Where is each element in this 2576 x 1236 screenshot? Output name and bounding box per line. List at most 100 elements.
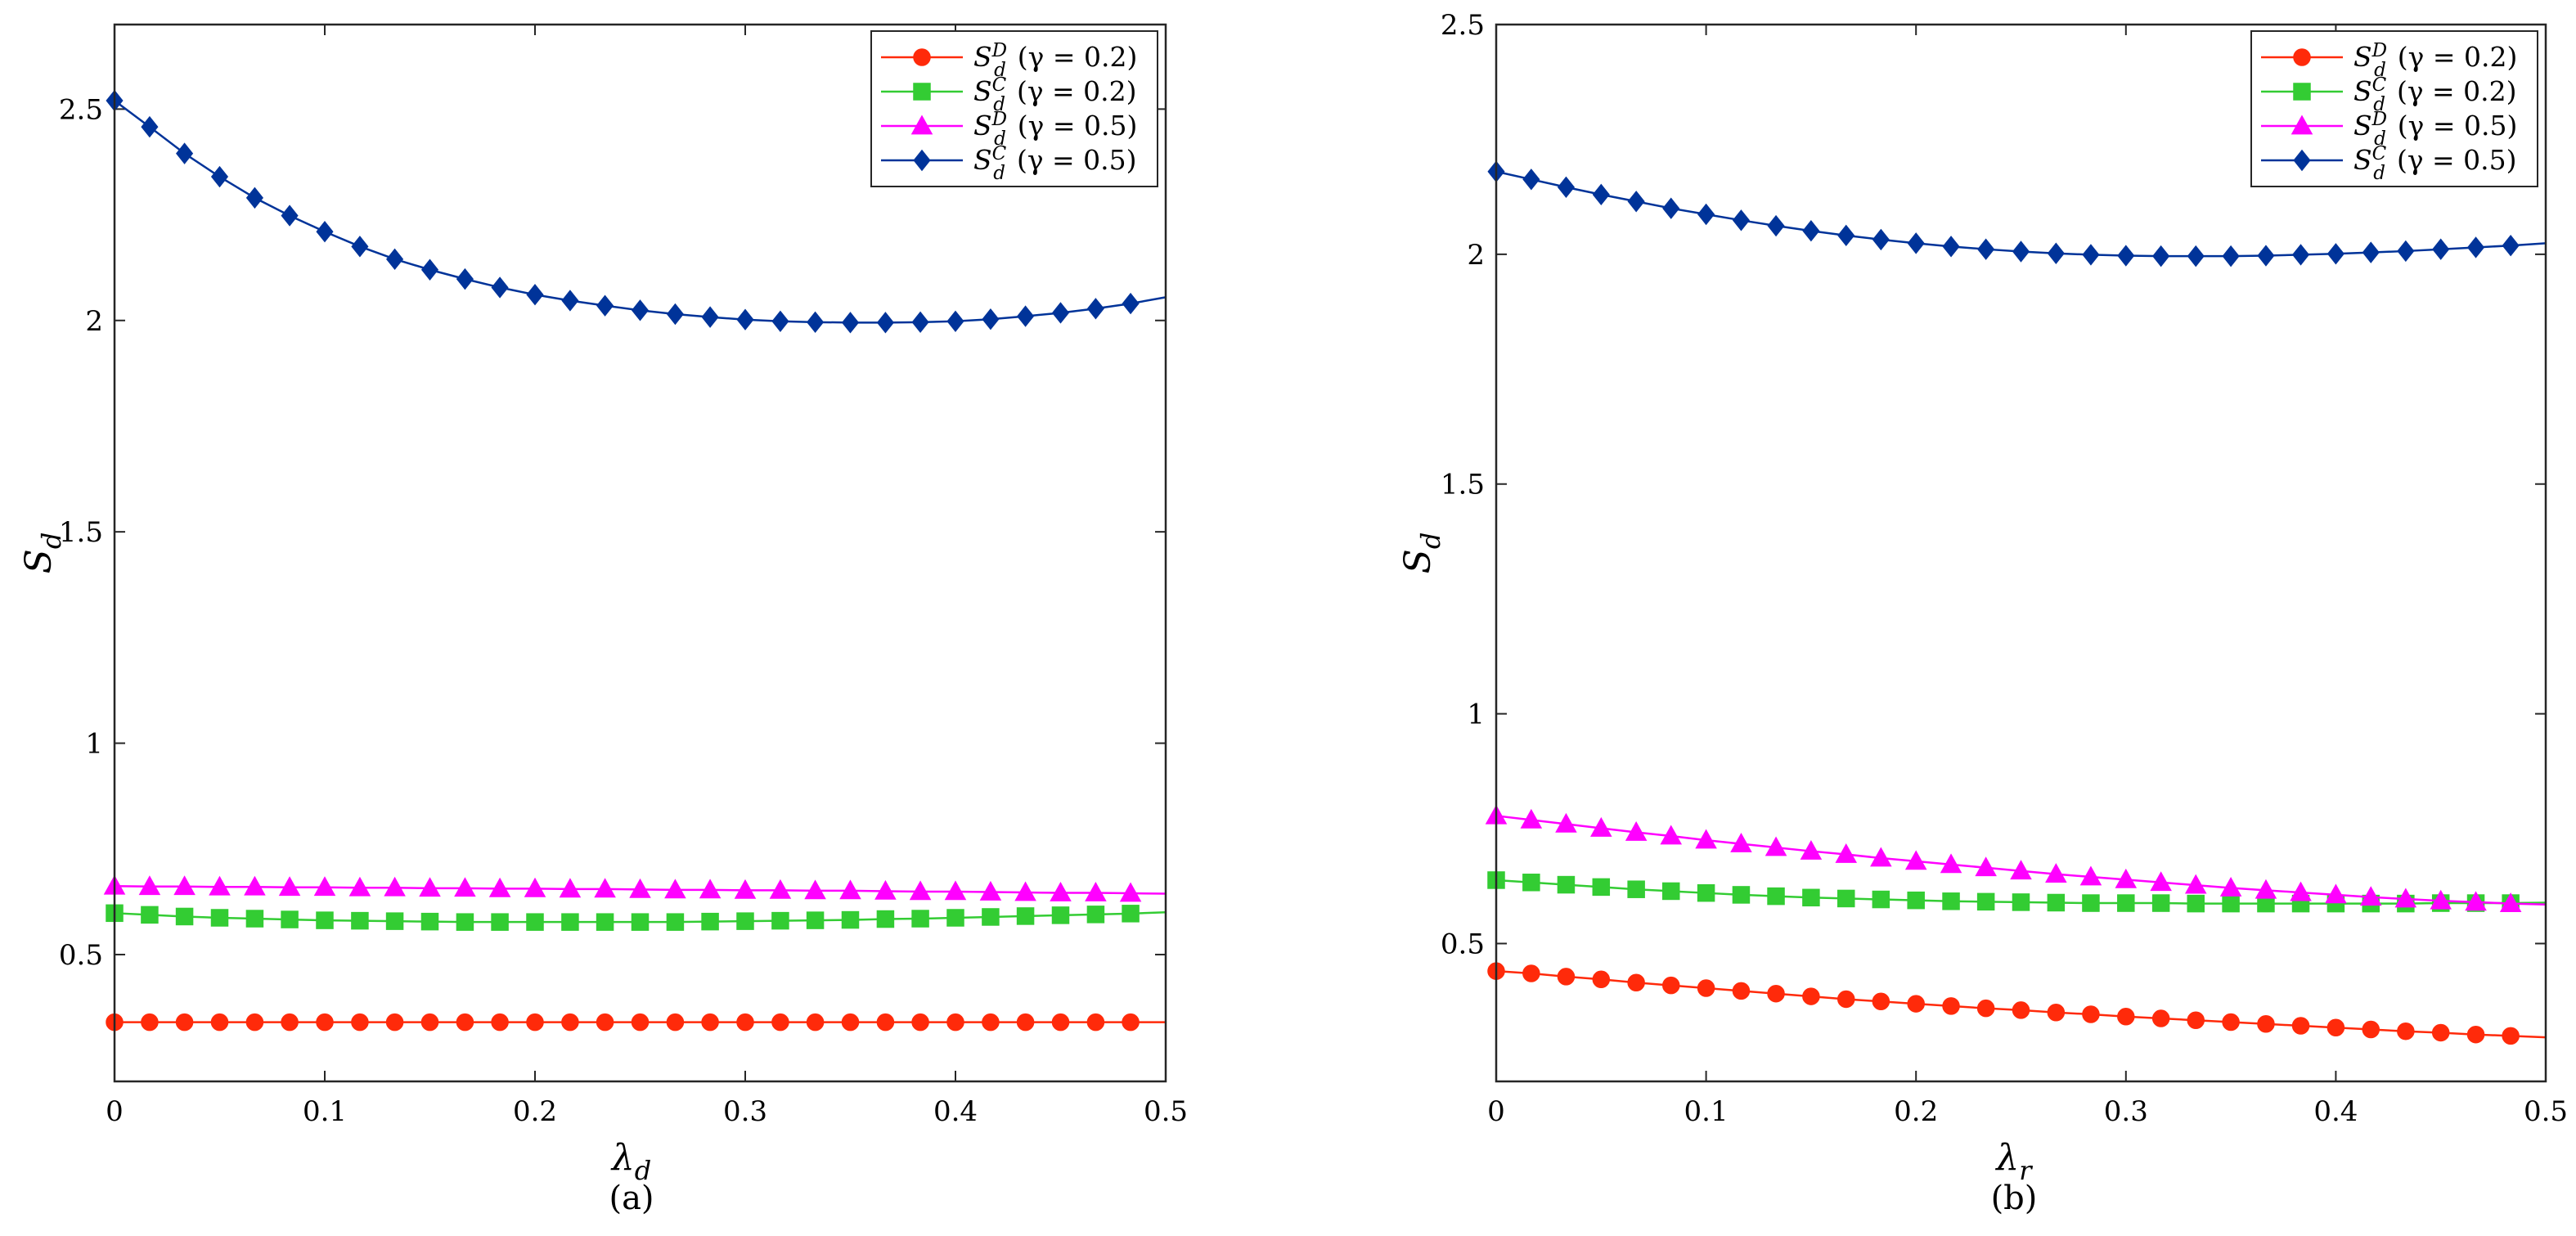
data-point (351, 236, 369, 258)
legend-symbol: S (2353, 41, 2372, 73)
y-tick-label: 0.5 (1441, 928, 1485, 960)
legend-symbol: S (973, 144, 992, 176)
data-point (2079, 865, 2102, 886)
data-point (1086, 906, 1105, 924)
data-point (2362, 241, 2380, 263)
data-point (1940, 853, 1962, 874)
data-point (1627, 191, 1645, 213)
data-point (561, 913, 579, 931)
data-point (1837, 889, 1855, 908)
data-point (736, 1013, 754, 1031)
data-point (384, 876, 406, 897)
data-point (806, 1013, 825, 1031)
data-point (141, 115, 159, 138)
data-point (1697, 979, 1715, 997)
data-point (911, 311, 929, 334)
data-point (771, 1013, 789, 1031)
legend-gamma: (γ = 0.5) (2398, 110, 2518, 142)
panel-label: (b) (1991, 1180, 2038, 1217)
data-point (2222, 894, 2240, 913)
data-point (420, 258, 439, 281)
data-point (1051, 302, 1070, 324)
x-tick-label: 0.5 (1144, 1095, 1188, 1128)
data-point (734, 879, 757, 899)
legend-entry: SD d (γ = 0.5) (2261, 109, 2517, 150)
data-point (2502, 1027, 2520, 1045)
data-point (1872, 228, 1890, 251)
data-point (946, 310, 964, 332)
data-point (2117, 245, 2135, 267)
data-point (1732, 886, 1751, 904)
data-point (2362, 1020, 2380, 1039)
legend-label: SD d (γ = 0.2) (2353, 40, 2517, 81)
x-axis-label-sub: d (635, 1155, 651, 1186)
data-point (385, 1013, 404, 1031)
data-point (2397, 240, 2415, 263)
data-point (1590, 816, 1612, 837)
legend-symbol: S (2353, 110, 2372, 142)
data-point (1802, 888, 1820, 907)
legend-superscript: D (2371, 109, 2387, 130)
data-point (2012, 893, 2030, 911)
data-point (316, 1013, 334, 1031)
legend-entry: SD d (γ = 0.2) (2261, 40, 2517, 81)
data-point (946, 909, 964, 927)
panel-label: (a) (609, 1180, 654, 1217)
data-point (559, 878, 582, 898)
data-point (245, 1013, 264, 1031)
data-point (138, 875, 161, 896)
series-3 (103, 874, 1167, 902)
y-tick-label: 1 (1467, 699, 1485, 731)
data-point (807, 311, 825, 334)
data-point (982, 908, 1000, 926)
data-point (911, 910, 929, 928)
data-point (2082, 894, 2100, 912)
x-axis-label: λd (610, 1137, 651, 1186)
y-axis-label-main: S (18, 549, 60, 573)
data-point (2291, 1017, 2310, 1035)
legend-marker (2291, 115, 2313, 135)
axes-frame (1495, 23, 2547, 1083)
data-point (1837, 990, 1855, 1009)
y-axis-label: Sd (1397, 533, 1446, 574)
legend-marker (2293, 48, 2311, 66)
data-point (1592, 878, 1611, 897)
data-point (313, 876, 336, 897)
y-axis-label-sub: d (36, 533, 67, 549)
x-axis-label: λr (1994, 1137, 2033, 1186)
data-point (769, 879, 792, 899)
x-tick-label: 0.3 (2104, 1095, 2148, 1128)
x-axis-label-main: λ (1994, 1137, 2019, 1179)
data-point (1837, 224, 1855, 247)
y-axis-label-sub: d (1415, 533, 1446, 549)
data-point (281, 205, 299, 227)
legend-subscript: d (2374, 60, 2386, 81)
data-point (141, 1013, 159, 1031)
data-point (2430, 889, 2452, 910)
legend-gamma: (γ = 0.2) (1018, 41, 1138, 73)
y-tick-label: 1 (85, 728, 103, 761)
data-point (1767, 887, 1785, 906)
legend-superscript: C (2372, 74, 2387, 96)
x-tick-label: 0.1 (1684, 1095, 1729, 1128)
legend-symbol: S (973, 41, 992, 73)
y-axis-label-group: Sd (18, 533, 67, 574)
series-1 (1487, 962, 2547, 1045)
data-point (420, 1013, 439, 1031)
data-point (1050, 881, 1072, 901)
data-point (771, 310, 789, 332)
data-point (2047, 242, 2065, 264)
data-point (2010, 860, 2032, 880)
data-point (2466, 1025, 2485, 1044)
legend-subscript: d (993, 94, 1005, 115)
y-axis-label-group: Sd (1397, 533, 1446, 574)
data-point (2222, 245, 2240, 267)
data-point (876, 312, 894, 334)
legend-symbol: S (2353, 75, 2372, 107)
data-point (281, 1013, 299, 1031)
y-tick-label: 1.5 (59, 516, 103, 549)
data-point (911, 1013, 929, 1031)
data-point (176, 142, 194, 164)
x-tick-label: 0 (106, 1095, 124, 1128)
